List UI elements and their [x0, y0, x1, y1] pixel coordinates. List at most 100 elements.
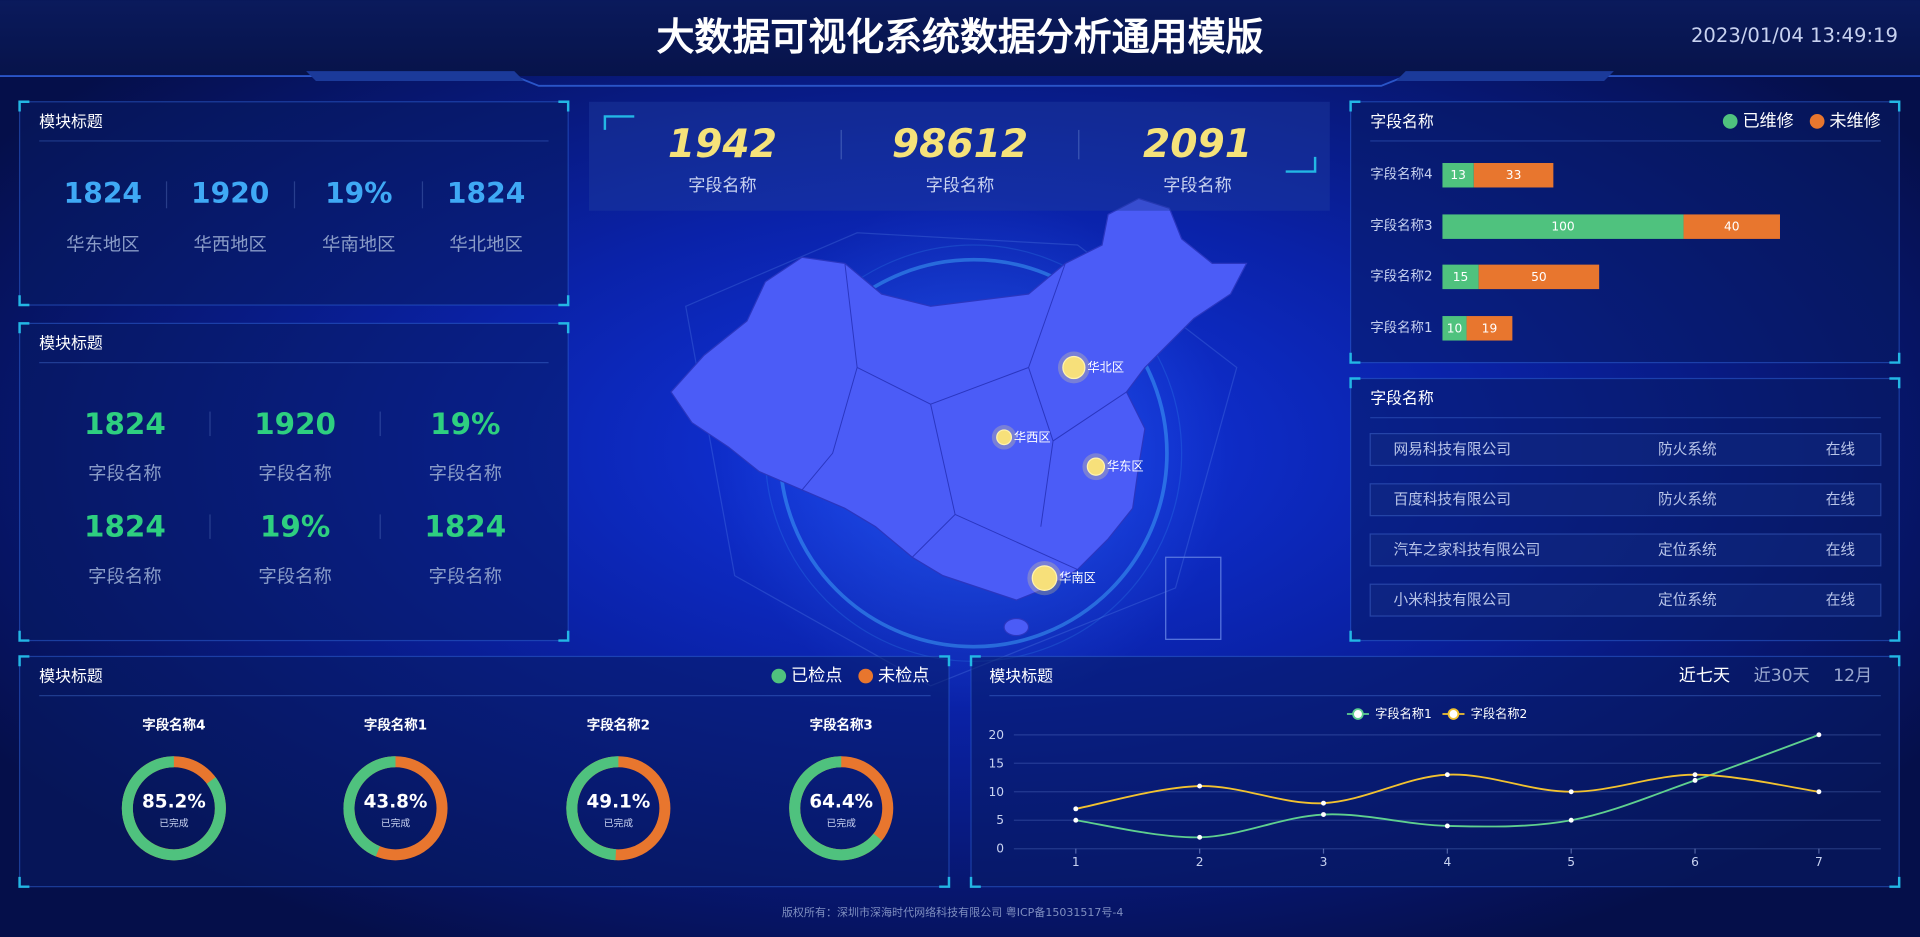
- bar-segment: [1473, 162, 1554, 188]
- x-tick-label: 4: [1443, 855, 1451, 869]
- donut-caption: 已完成: [604, 817, 634, 830]
- panel-title: 模块标题: [39, 667, 103, 686]
- stats-corner: [1285, 156, 1317, 173]
- kpi-value: 1824: [84, 510, 166, 544]
- table-row: [1369, 533, 1882, 567]
- panel-title: 字段名称: [1370, 389, 1434, 408]
- y-tick-label: 15: [989, 756, 1005, 770]
- panel-title: 模块标题: [39, 333, 103, 352]
- panel-corner: [558, 100, 570, 112]
- panel-corner: [1889, 630, 1901, 642]
- line-point: [1444, 772, 1450, 778]
- panel-corner: [1889, 655, 1901, 667]
- line-point: [1321, 800, 1326, 806]
- legend-marker: [1809, 114, 1825, 129]
- donut-value-label: 43.8%: [364, 792, 428, 813]
- region-label: 华东区: [1107, 459, 1144, 474]
- line-point: [1321, 812, 1326, 817]
- panel: [18, 101, 569, 306]
- bar-segment: [1442, 264, 1479, 290]
- panel-corner: [969, 655, 981, 667]
- panel-corner: [1349, 100, 1361, 112]
- panel-corner: [1889, 352, 1901, 364]
- bar-value-label: 19: [1482, 321, 1498, 335]
- panel-corner: [1889, 377, 1901, 389]
- hainan: [1003, 617, 1030, 637]
- bar-value-label: 10: [1447, 321, 1463, 335]
- table-row: [1369, 583, 1882, 617]
- donut-value-label: 49.1%: [587, 792, 651, 813]
- legend-marker: [858, 668, 874, 684]
- panel-corner: [18, 630, 30, 642]
- line-point: [1197, 783, 1203, 789]
- bar-value-label: 13: [1450, 168, 1466, 182]
- stat-value: 1942: [668, 122, 777, 167]
- donut-arc: [789, 756, 883, 861]
- line-point: [1073, 817, 1079, 823]
- tab[interactable]: 近七天: [1679, 666, 1730, 686]
- region-label: 华西区: [1014, 429, 1051, 444]
- table-cell: 小米科技有限公司: [1393, 592, 1511, 609]
- table-cell: 在线: [1826, 441, 1856, 458]
- donut-caption: 已完成: [827, 817, 857, 830]
- header-stripes: [306, 71, 1614, 81]
- kpi-label: 字段名称: [429, 566, 502, 587]
- legend-marker: [1722, 114, 1738, 129]
- y-tick-label: 10: [989, 785, 1005, 799]
- x-tick-label: 7: [1815, 855, 1823, 869]
- panel-title: 模块标题: [39, 112, 103, 131]
- header: 大数据可视化系统数据分析通用模版 2023/01/04 13:49:19: [0, 0, 1920, 87]
- donut-arc: [343, 756, 396, 857]
- y-tick-label: 0: [996, 842, 1004, 856]
- x-tick-label: 2: [1196, 855, 1204, 869]
- kpi-label: 华西地区: [193, 235, 266, 256]
- panel-corner: [558, 630, 570, 642]
- donut-arc: [121, 756, 226, 861]
- x-tick-label: 5: [1567, 855, 1575, 869]
- category-label: 字段名称4: [1370, 167, 1432, 183]
- panel-corner: [18, 876, 30, 888]
- panel-corner: [1889, 100, 1901, 112]
- bar-segment: [1442, 316, 1467, 341]
- bar-segment: [1683, 214, 1780, 239]
- bar-value-label: 100: [1551, 220, 1574, 234]
- line-point: [1073, 806, 1079, 812]
- province-lines: [801, 263, 1127, 570]
- line-point: [1197, 834, 1203, 840]
- kpi-value: 1920: [191, 177, 269, 210]
- line-point: [1692, 777, 1698, 783]
- donut-title: 字段名称1: [364, 717, 427, 734]
- table-row: [1369, 432, 1882, 467]
- legend-label: 已检点: [791, 666, 842, 686]
- network-lines: [685, 232, 1238, 687]
- bar-segment: [1478, 264, 1600, 290]
- stat-label: 字段名称: [1163, 176, 1232, 196]
- table-cell: 定位系统: [1658, 592, 1717, 609]
- legend-marker: [1447, 708, 1460, 720]
- legend-label: 字段名称1: [1375, 706, 1432, 721]
- line-point: [1444, 823, 1450, 829]
- kpi-label: 华南地区: [322, 235, 395, 256]
- bar-segment: [1442, 162, 1474, 188]
- panel-corner: [1349, 377, 1361, 389]
- header-band: [0, 0, 1920, 77]
- kpi-label: 字段名称: [258, 464, 331, 485]
- kpi-label: 字段名称: [88, 566, 161, 587]
- donut-caption: 已完成: [159, 817, 189, 830]
- tab[interactable]: 近30天: [1754, 666, 1810, 686]
- donut-caption: 已完成: [381, 817, 411, 830]
- kpi-value: 1920: [254, 407, 336, 441]
- table-cell: 百度科技有限公司: [1393, 491, 1511, 508]
- x-tick-label: 1: [1072, 855, 1080, 869]
- panel-corner: [558, 322, 570, 334]
- tab[interactable]: 12月: [1833, 666, 1872, 686]
- x-tick-label: 3: [1320, 855, 1328, 869]
- table-cell: 防火系统: [1658, 441, 1717, 458]
- kpi-value: 19%: [430, 407, 500, 441]
- region-dot: [1062, 355, 1086, 380]
- panel-corner: [18, 100, 30, 112]
- panel-title: 模块标题: [989, 667, 1053, 686]
- datetime: 2023/01/04 13:49:19: [1691, 24, 1898, 47]
- stat-value: 2091: [1143, 122, 1252, 167]
